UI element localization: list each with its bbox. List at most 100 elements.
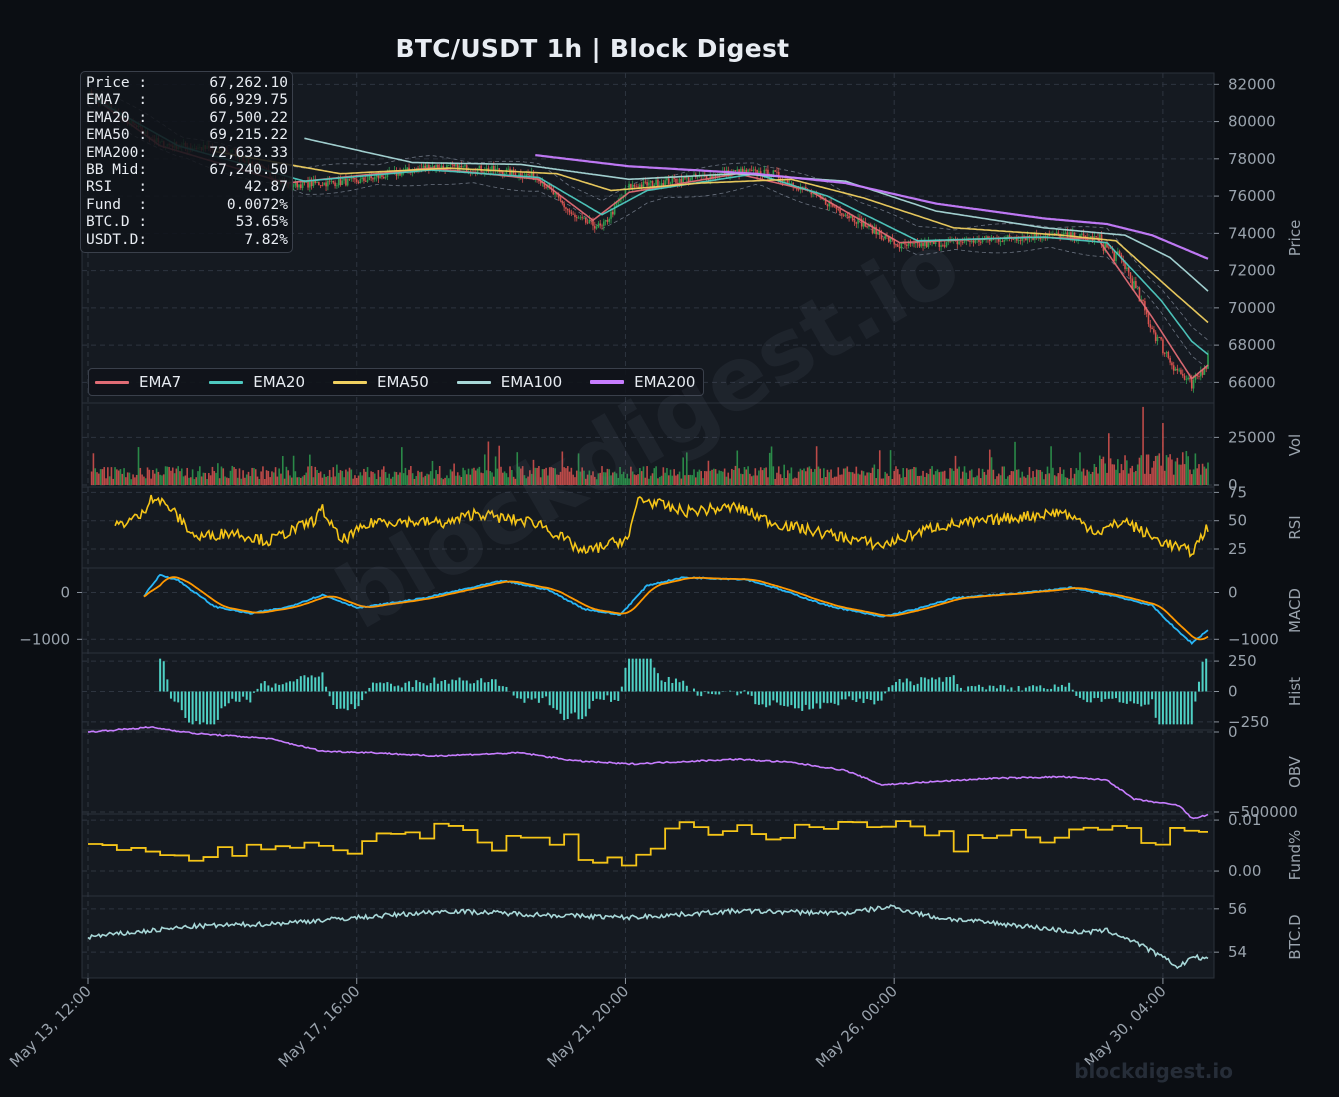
volume-bar	[388, 473, 390, 485]
volume-bar	[417, 470, 419, 485]
volume-bar	[1086, 469, 1088, 485]
legend-item: EMA20	[209, 373, 305, 391]
candle-body	[1071, 232, 1074, 238]
volume-bar	[570, 467, 573, 485]
candle-body	[1192, 380, 1195, 389]
volume-bar	[345, 469, 347, 485]
candle-body	[662, 183, 665, 186]
candle-body	[981, 239, 984, 243]
hist-bar	[894, 681, 897, 692]
candle-body	[819, 194, 822, 198]
candle-body	[491, 166, 493, 171]
candle-body	[835, 206, 838, 210]
hist-bar	[595, 691, 598, 699]
candle-body	[864, 221, 867, 227]
volume-bar	[382, 466, 385, 485]
volume-bar	[240, 478, 243, 485]
volume-bar	[559, 471, 562, 485]
volume-bar	[96, 472, 98, 485]
hist-bar	[1078, 691, 1081, 698]
volume-bar	[114, 467, 116, 485]
hist-bar	[328, 691, 331, 697]
y-tick-label: 250	[1228, 652, 1257, 670]
volume-bar	[938, 472, 941, 485]
candle-body	[997, 238, 1000, 242]
volume-bar	[483, 454, 486, 485]
volume-bar	[1037, 470, 1040, 485]
volume-bar	[341, 471, 344, 485]
candle-body	[1025, 238, 1027, 241]
hist-bar	[909, 681, 912, 692]
candle-body	[379, 174, 381, 179]
hist-bar	[263, 681, 266, 692]
y-axis-label-volume: Vol	[1286, 434, 1304, 456]
candle-body	[812, 193, 814, 195]
volume-bar	[747, 466, 749, 485]
hist-bar	[866, 691, 869, 699]
candle-body	[776, 171, 778, 173]
candle-body	[826, 204, 829, 207]
candle-body	[1104, 242, 1106, 251]
hist-bar	[992, 685, 995, 692]
volume-bar	[756, 475, 758, 485]
hist-bar	[195, 691, 198, 722]
candle-body	[426, 165, 428, 169]
hist-bar	[981, 686, 984, 692]
candle-body	[529, 175, 531, 177]
candle-body	[316, 181, 318, 183]
hist-bar	[184, 691, 187, 718]
candle-body	[1185, 379, 1188, 381]
candle-body	[893, 239, 895, 245]
y-tick-label: 0	[1228, 583, 1238, 601]
hist-bar	[620, 686, 623, 692]
volume-bar	[512, 476, 515, 485]
candle-body	[363, 177, 365, 181]
panel-btcd	[81, 895, 1215, 979]
volume-bar	[817, 466, 820, 485]
volume-bar	[951, 468, 953, 485]
volume-bar	[393, 471, 396, 485]
x-tick-label: May 30, 04:00	[1081, 982, 1170, 1071]
candle-body	[1178, 369, 1180, 371]
volume-bar	[749, 473, 751, 485]
volume-bar	[193, 479, 196, 485]
candle-body	[666, 178, 668, 181]
candle-body	[337, 178, 340, 186]
hist-bar	[465, 680, 468, 692]
candle-body	[927, 241, 930, 247]
volume-bar	[516, 452, 519, 485]
volume-bar	[633, 474, 636, 485]
candle-body	[451, 164, 454, 166]
volume-bar	[254, 469, 257, 485]
candle-body	[599, 223, 602, 226]
volume-bar	[413, 478, 416, 485]
volume-bar	[410, 466, 412, 485]
volume-bar	[947, 478, 950, 485]
btcd-line	[87, 904, 1209, 970]
candle-body	[828, 202, 831, 207]
volume-bar	[956, 468, 959, 485]
volume-bar	[402, 473, 405, 485]
candle-body	[920, 243, 923, 247]
hist-bar	[285, 682, 288, 692]
candle-body	[1136, 287, 1139, 289]
hist-bar	[1024, 687, 1027, 692]
candle-body	[846, 214, 849, 216]
candle-body	[570, 212, 573, 214]
volume-bar	[1061, 473, 1063, 485]
candle-body	[610, 211, 612, 219]
hist-bar	[1089, 691, 1092, 703]
candle-body	[987, 236, 989, 240]
volume-bar	[664, 472, 666, 485]
candle-body	[786, 179, 789, 184]
volume-bar	[373, 473, 376, 485]
hist-bar	[231, 691, 234, 699]
candle-body	[752, 169, 755, 171]
volume-bar	[979, 478, 982, 485]
info-row: EMA7 : 66,929.75	[86, 92, 288, 109]
hist-bar	[281, 684, 284, 692]
volume-bar	[891, 479, 894, 485]
candle-body	[1017, 240, 1020, 242]
hist-bar	[299, 676, 302, 692]
volume-bar	[792, 478, 794, 485]
